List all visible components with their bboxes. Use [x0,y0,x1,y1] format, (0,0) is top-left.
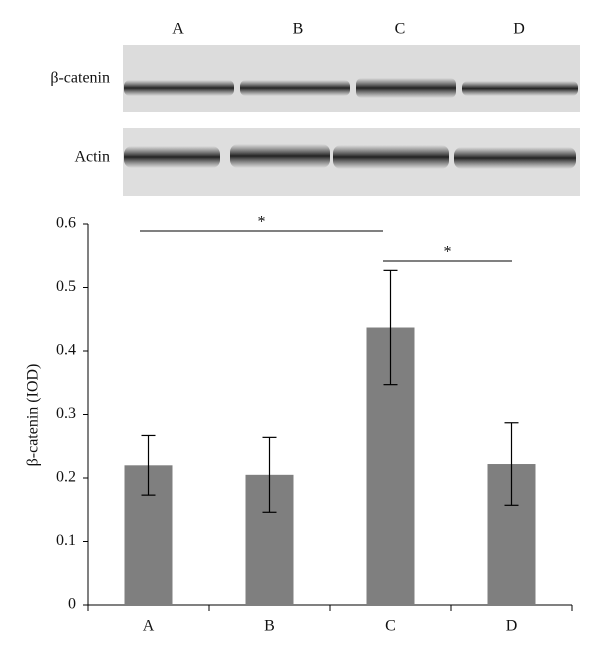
blot-band [333,145,449,169]
x-tick-label: A [143,618,155,635]
lane-label: B [293,21,304,38]
blot-band [240,80,350,96]
error-bar [141,434,156,496]
x-tick-label: D [506,618,518,635]
significance-label: * [258,214,266,231]
y-tick-label: 0.2 [56,469,76,486]
error-bar [504,422,519,506]
y-axis-label: β-catenin (IOD) [25,364,42,467]
x-tick-label: B [264,618,275,635]
blot-band [356,78,456,98]
y-tick-label: 0.5 [56,278,76,295]
blot-band [124,146,220,168]
y-tick-label: 0.4 [56,342,76,359]
lane-label: D [513,21,525,38]
y-tick-label: 0.1 [56,532,76,549]
blot-panel [123,45,580,112]
error-bar [383,269,398,386]
y-tick-label: 0.3 [56,405,76,422]
y-tick-label: 0.6 [56,215,76,232]
lane-label: A [172,21,184,38]
error-bar [262,436,277,513]
blot-band [230,144,330,168]
blot-band [462,81,578,96]
y-tick-label: 0 [68,596,76,613]
significance-label: * [444,244,452,261]
blot-band [124,80,234,96]
row-label: Actin [74,149,110,166]
blot-band [454,147,576,169]
x-tick-label: C [385,618,396,635]
row-label: β-catenin [50,70,110,87]
lane-label: C [395,21,406,38]
